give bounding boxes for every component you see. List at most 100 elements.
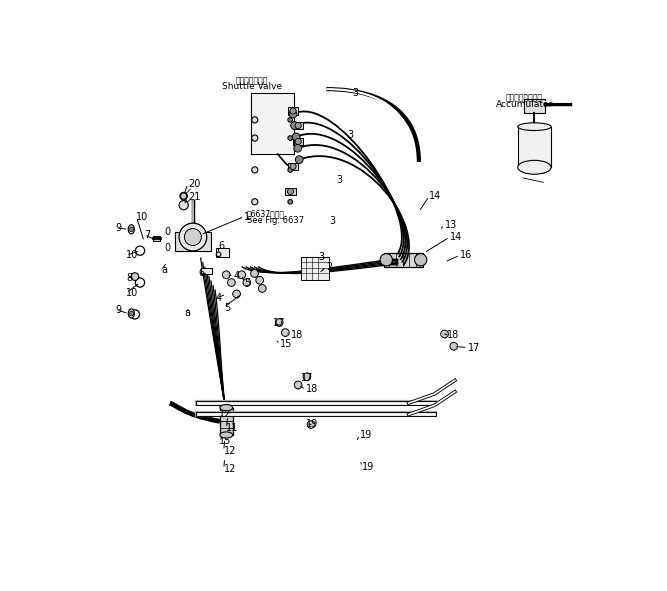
Text: 2: 2 <box>326 262 333 272</box>
Text: 7: 7 <box>144 230 150 240</box>
Circle shape <box>129 311 133 316</box>
Text: 10: 10 <box>136 212 149 222</box>
Text: See Fig. 6637: See Fig. 6637 <box>247 216 304 225</box>
Text: 6: 6 <box>219 241 225 251</box>
Text: 10: 10 <box>126 250 138 260</box>
Bar <box>293 122 303 129</box>
Text: 0: 0 <box>165 243 171 254</box>
Text: 12: 12 <box>219 410 231 420</box>
Text: 19: 19 <box>362 462 375 472</box>
Circle shape <box>179 200 188 210</box>
Text: 6: 6 <box>198 268 204 278</box>
Ellipse shape <box>220 405 233 411</box>
Circle shape <box>251 199 258 205</box>
Bar <box>288 108 298 115</box>
Bar <box>201 268 212 274</box>
Text: 8: 8 <box>126 273 132 283</box>
Text: 17: 17 <box>301 373 313 383</box>
Text: 15: 15 <box>280 339 293 349</box>
Ellipse shape <box>185 229 201 245</box>
Text: 20: 20 <box>188 178 200 189</box>
Circle shape <box>180 192 187 200</box>
Text: 15: 15 <box>219 436 231 446</box>
Circle shape <box>295 122 301 129</box>
Bar <box>216 248 229 258</box>
Circle shape <box>292 133 300 141</box>
Ellipse shape <box>128 225 134 234</box>
Polygon shape <box>518 126 551 167</box>
Circle shape <box>251 117 258 123</box>
Bar <box>220 408 233 435</box>
Circle shape <box>238 271 245 278</box>
Text: 21: 21 <box>188 193 200 203</box>
Text: 0: 0 <box>165 228 171 238</box>
Circle shape <box>295 138 301 145</box>
Text: 18: 18 <box>306 385 318 394</box>
Text: Accumulator: Accumulator <box>496 100 553 109</box>
Text: 9: 9 <box>116 305 122 315</box>
Circle shape <box>307 421 315 428</box>
Circle shape <box>289 111 297 118</box>
Bar <box>384 253 423 267</box>
Text: 3: 3 <box>352 87 358 98</box>
Circle shape <box>251 135 258 141</box>
Text: アキュームレータ: アキュームレータ <box>506 94 543 103</box>
Circle shape <box>303 373 311 381</box>
Circle shape <box>294 381 302 389</box>
Circle shape <box>180 202 187 209</box>
Ellipse shape <box>128 309 134 318</box>
Circle shape <box>441 330 448 338</box>
Circle shape <box>287 189 293 194</box>
Text: シャトルバルブ: シャトルバルブ <box>235 77 268 86</box>
Text: 12: 12 <box>223 446 236 456</box>
Text: 19: 19 <box>360 430 372 440</box>
Circle shape <box>288 118 293 122</box>
Circle shape <box>288 168 293 172</box>
Circle shape <box>288 199 293 204</box>
Circle shape <box>227 279 235 287</box>
Text: 1: 1 <box>244 212 250 222</box>
Text: 18: 18 <box>447 330 460 340</box>
Text: 4: 4 <box>234 271 240 281</box>
Circle shape <box>290 108 296 114</box>
Bar <box>153 236 159 241</box>
Circle shape <box>294 144 301 152</box>
Bar <box>301 258 329 280</box>
Ellipse shape <box>518 160 551 174</box>
Ellipse shape <box>179 223 207 251</box>
Bar <box>293 138 303 145</box>
Bar <box>175 232 211 251</box>
Text: Shuttle Valve: Shuttle Valve <box>222 82 282 91</box>
Ellipse shape <box>220 432 233 438</box>
Text: 5: 5 <box>244 278 251 288</box>
Circle shape <box>290 163 296 170</box>
Text: 19: 19 <box>306 418 318 428</box>
Circle shape <box>233 290 240 298</box>
Circle shape <box>414 254 427 266</box>
Text: 14: 14 <box>450 232 462 242</box>
Text: 17: 17 <box>468 343 480 353</box>
Circle shape <box>288 136 293 140</box>
Text: 17: 17 <box>273 319 285 329</box>
Text: 5: 5 <box>223 303 230 313</box>
Circle shape <box>281 329 289 336</box>
Text: 10: 10 <box>126 288 138 298</box>
Text: 13: 13 <box>444 220 457 230</box>
Circle shape <box>181 193 187 199</box>
Text: 3: 3 <box>337 175 343 185</box>
Circle shape <box>256 277 263 284</box>
Polygon shape <box>251 93 294 154</box>
Circle shape <box>251 167 258 173</box>
Text: 18: 18 <box>291 330 303 340</box>
Circle shape <box>243 279 251 287</box>
Text: 14: 14 <box>429 191 442 201</box>
Bar <box>524 99 545 113</box>
Text: 9: 9 <box>116 223 122 233</box>
Text: a: a <box>184 309 190 319</box>
Text: 16: 16 <box>460 250 472 260</box>
Circle shape <box>275 319 283 326</box>
Text: 11: 11 <box>226 423 239 433</box>
Bar <box>288 163 298 170</box>
Circle shape <box>258 285 266 293</box>
Text: 3: 3 <box>347 129 353 139</box>
